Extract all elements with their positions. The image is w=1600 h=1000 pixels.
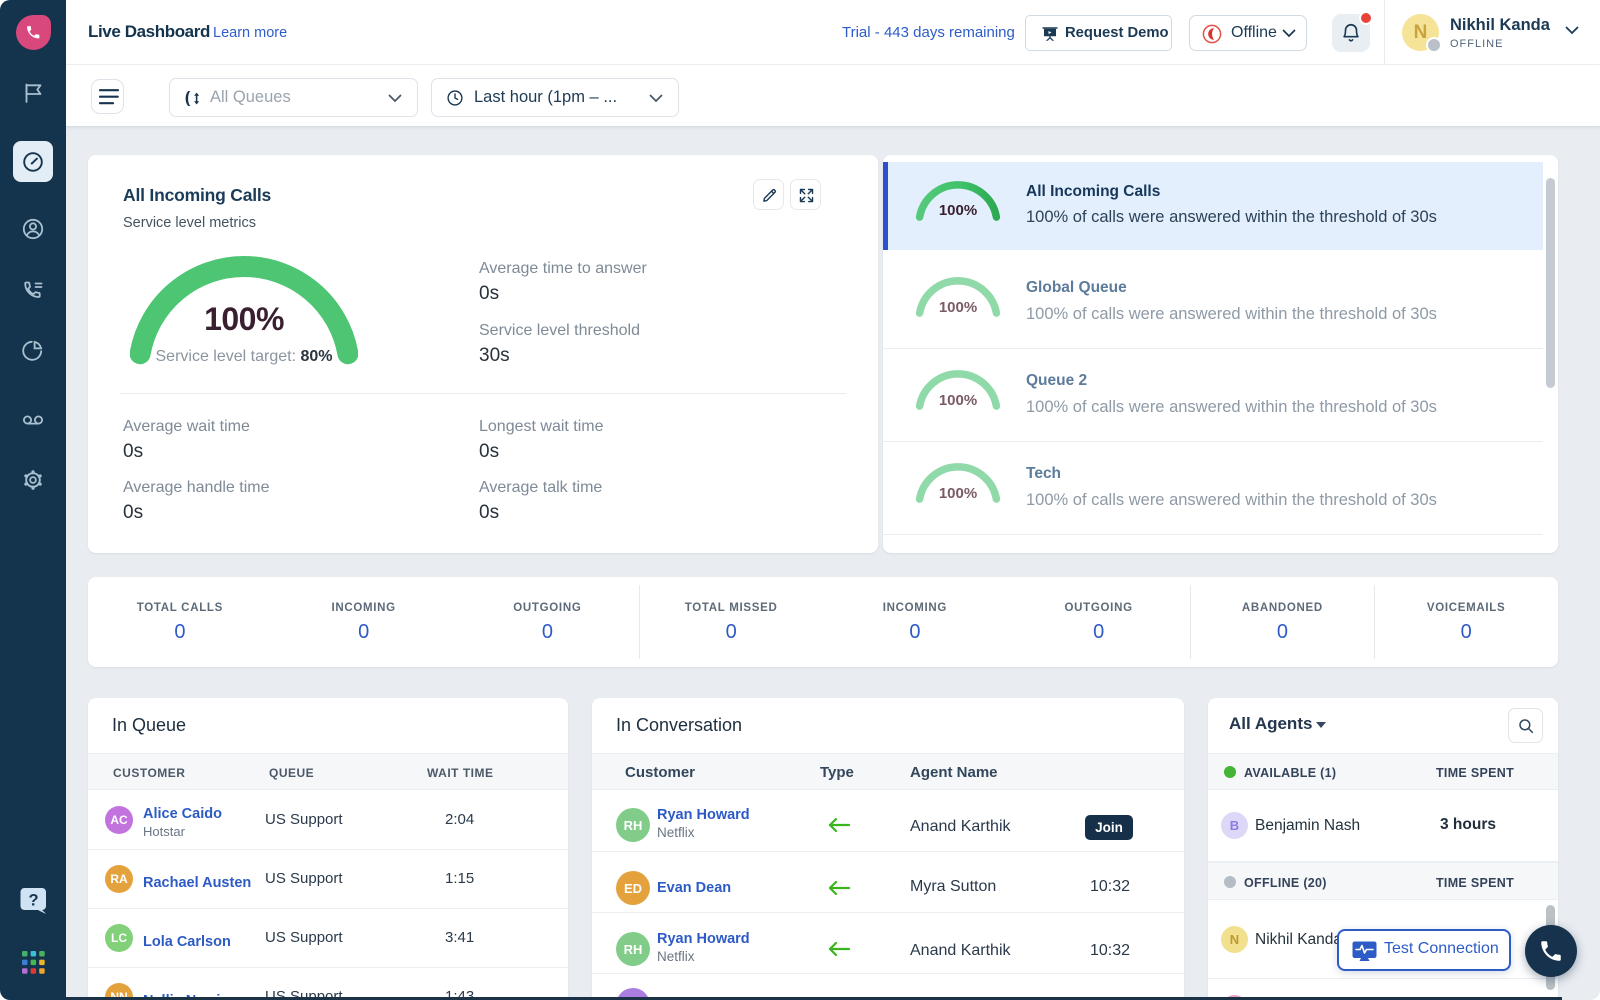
svg-text:?: ?: [28, 892, 38, 910]
